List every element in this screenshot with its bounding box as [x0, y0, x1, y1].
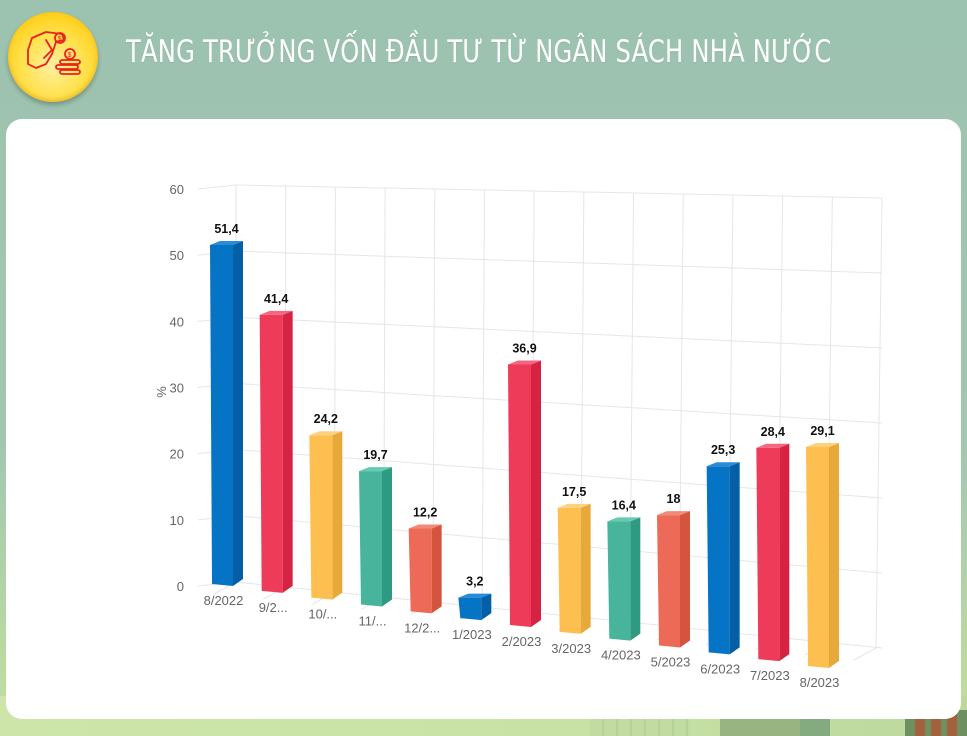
hand-coins-icon: $ $: [8, 12, 98, 102]
x-tick-label: 2/2023: [502, 634, 542, 649]
x-tick-label: 3/2023: [551, 641, 591, 656]
bar[interactable]: 51,4: [210, 222, 243, 586]
bar[interactable]: 16,4: [607, 498, 641, 641]
value-label: 16,4: [612, 498, 636, 512]
value-label: 29,1: [810, 424, 834, 438]
bar-chart-3d: 0 10 20 30 40 50 60% 51,4 41,4 24,2 19,7 12,2 3,2 36,…: [154, 182, 883, 690]
x-tick-label: 11/...: [359, 614, 387, 629]
value-label: 17,5: [562, 485, 586, 499]
y-tick-label: 50: [170, 248, 184, 263]
x-tick-label: 10/...: [308, 607, 337, 622]
bar[interactable]: 24,2: [309, 412, 343, 600]
bar[interactable]: 3,2: [458, 575, 492, 621]
page-title: TĂNG TRƯỞNG VỐN ĐẦU TƯ TỪ NGÂN SÁCH NHÀ …: [126, 34, 832, 70]
bar[interactable]: 12,2: [408, 505, 442, 614]
y-tick-label: 40: [170, 314, 184, 329]
value-label: 28,4: [761, 425, 785, 439]
bars: 51,4 41,4 24,2 19,7 12,2 3,2 36,9 17,5 16,4 18 25,…: [210, 222, 839, 668]
x-tick-label: 1/2023: [452, 627, 492, 642]
bar[interactable]: 36,9: [508, 341, 541, 627]
y-tick-label: 30: [170, 381, 184, 396]
value-label: 36,9: [512, 341, 536, 355]
value-label: 12,2: [413, 505, 437, 519]
bar[interactable]: 41,4: [259, 292, 293, 593]
value-label: 19,7: [363, 448, 387, 462]
x-tick-label: 8/2022: [204, 593, 244, 608]
value-label: 3,2: [466, 575, 483, 589]
y-tick-label: 20: [170, 447, 184, 462]
chart-card: 0 10 20 30 40 50 60% 51,4 41,4 24,2 19,7 12,2 3,2 36,…: [6, 119, 961, 719]
bar[interactable]: 29,1: [806, 424, 839, 668]
value-label: 25,3: [711, 443, 735, 457]
x-tick-label: 8/2023: [800, 675, 840, 690]
y-tick-label: 0: [177, 579, 184, 594]
x-tick-label: 7/2023: [750, 668, 790, 683]
x-tick-label: 12/2...: [404, 620, 440, 635]
svg-text:$: $: [68, 52, 72, 59]
y-axis-label: %: [154, 386, 169, 398]
svg-text:$: $: [58, 36, 62, 43]
y-tick-label: 60: [170, 182, 184, 197]
x-tick-label: 4/2023: [601, 648, 641, 663]
bar[interactable]: 25,3: [706, 443, 740, 655]
bar[interactable]: 19,7: [359, 448, 392, 607]
x-tick-label: 9/2...: [259, 600, 288, 615]
value-label: 18: [667, 492, 681, 506]
value-label: 51,4: [214, 222, 238, 236]
page-header: $ $ TĂNG TRƯỞNG VỐN ĐẦU TƯ TỪ NGÂN SÁCH …: [0, 0, 967, 110]
value-label: 41,4: [264, 292, 288, 306]
value-label: 24,2: [314, 412, 338, 426]
y-tick-label: 10: [170, 513, 184, 528]
x-tick-label: 6/2023: [700, 661, 740, 676]
bar[interactable]: 17,5: [557, 485, 591, 634]
bar[interactable]: 18: [657, 492, 690, 648]
x-tick-label: 5/2023: [651, 655, 691, 670]
bar[interactable]: 28,4: [756, 425, 790, 662]
